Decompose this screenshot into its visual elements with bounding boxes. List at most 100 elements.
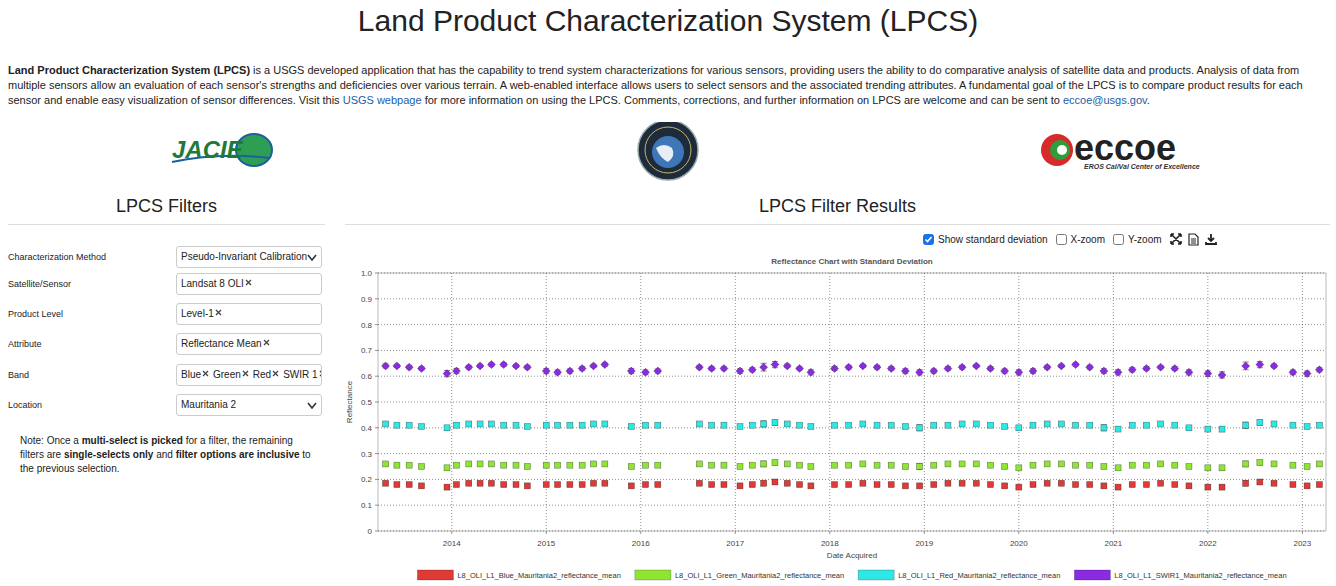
error-bar — [444, 466, 450, 470]
data-point — [902, 483, 908, 489]
tag-list: Landsat 8 OLI — [181, 274, 256, 294]
data-point — [1172, 462, 1178, 468]
data-point — [1129, 422, 1135, 428]
data-point — [721, 422, 727, 428]
data-point — [1043, 363, 1051, 371]
data-point — [1016, 484, 1022, 490]
tag-remove[interactable] — [202, 370, 209, 377]
data-point — [579, 422, 585, 428]
x-tick-label: 2015 — [537, 539, 555, 548]
data-point — [554, 368, 562, 376]
data-point — [807, 368, 815, 376]
data-point — [513, 462, 519, 468]
results-divider — [345, 224, 1330, 225]
tag-remove[interactable] — [272, 370, 279, 377]
data-point — [1316, 482, 1322, 488]
error-bar — [1219, 485, 1225, 489]
data-point — [737, 424, 743, 430]
error-bar — [1257, 361, 1263, 367]
intro-link[interactable]: USGS webpage — [343, 94, 422, 106]
data-point — [523, 363, 531, 371]
intro-link[interactable]: eccoe@usgs.gov — [1063, 94, 1147, 106]
document-icon[interactable] — [1188, 233, 1199, 246]
data-point — [1316, 461, 1322, 467]
filter-select[interactable]: Pseudo-Invariant Calibration — [176, 246, 322, 268]
data-point — [1129, 482, 1135, 488]
x-tick-label: 2018 — [821, 539, 839, 548]
download-icon[interactable] — [1205, 233, 1217, 245]
checkbox[interactable] — [1056, 234, 1067, 245]
tag-remove[interactable] — [245, 279, 252, 286]
y-grid-line — [378, 402, 1326, 403]
data-point — [1257, 460, 1263, 466]
data-point — [873, 363, 881, 371]
select-chevron[interactable] — [307, 254, 317, 262]
tag-remove[interactable] — [319, 370, 322, 377]
legend-swatch — [858, 570, 894, 580]
logos: JACIEeccoeEROS Cal/Val Center of Excelle… — [0, 122, 1336, 186]
filter-multiselect[interactable]: Level-1 — [176, 303, 322, 325]
legend-item[interactable]: L8_OLI_L1_Green_Mauritania2_reflectance_… — [635, 570, 844, 580]
data-point — [1044, 480, 1050, 486]
tag-remove-cross — [320, 371, 322, 376]
data-point — [394, 462, 400, 468]
filter-multiselect[interactable]: Reflectance Mean — [176, 333, 322, 355]
data-point — [874, 482, 880, 488]
data-point — [1172, 482, 1178, 488]
data-point — [1316, 422, 1322, 428]
chart-controls: Show standard deviationX-zoomY-zoom — [923, 232, 1217, 246]
filter-multiselect[interactable]: BlueGreenRedSWIR 1 — [176, 364, 322, 386]
error-bar — [444, 425, 450, 430]
data-point — [860, 421, 866, 427]
select-chevron[interactable] — [307, 402, 317, 410]
filter-multiselect[interactable]: Landsat 8 OLI — [176, 273, 322, 295]
y-tick-mark — [375, 273, 378, 274]
data-point — [1171, 364, 1179, 372]
data-layer — [382, 361, 1324, 491]
data-point — [1101, 425, 1107, 431]
legend-item[interactable]: L8_OLI_L1_Red_Mauritania2_reflectance_me… — [858, 570, 1060, 580]
data-point — [784, 421, 790, 427]
filter-select[interactable]: Mauritania 2 — [176, 394, 322, 416]
fullscreen-icon[interactable] — [1170, 233, 1182, 245]
data-point — [1030, 422, 1036, 428]
tag-remove[interactable] — [215, 309, 222, 316]
data-point — [1073, 462, 1079, 468]
y-grid-line — [378, 298, 1326, 299]
y-grid-line — [378, 531, 1326, 532]
data-point — [917, 483, 923, 489]
data-point — [1290, 482, 1296, 488]
error-bar — [1243, 481, 1249, 486]
data-point — [902, 424, 908, 430]
error-bar — [1243, 422, 1249, 428]
x-tick-label: 2019 — [915, 539, 933, 548]
data-point — [749, 422, 755, 428]
data-point — [944, 364, 952, 372]
filters-divider — [8, 224, 325, 225]
y-grid-line — [378, 376, 1326, 377]
tag-remove[interactable] — [242, 370, 249, 377]
x-tick-label: 2020 — [1010, 539, 1028, 548]
y-tick-label: 0 — [368, 527, 373, 536]
y-tick-label: 0.8 — [361, 321, 373, 330]
eccoe-subtitle: EROS Cal/Val Center of Excellence — [1084, 163, 1200, 170]
legend-item[interactable]: L8_OLI_L1_Blue_Mauritania2_reflectance_m… — [417, 570, 620, 580]
data-point — [628, 483, 634, 489]
data-point — [1114, 368, 1122, 376]
x-axis-label: Date Acquired — [827, 551, 877, 560]
data-point — [986, 364, 994, 372]
data-point — [1186, 464, 1192, 470]
data-point — [696, 480, 702, 486]
checkbox[interactable] — [923, 234, 934, 245]
checkbox-tick — [926, 237, 932, 242]
y-grid-line — [378, 324, 1326, 325]
tag-remove[interactable] — [263, 339, 270, 346]
data-point — [931, 422, 937, 428]
x-tick-label: 2021 — [1104, 539, 1122, 548]
checkbox[interactable] — [1113, 234, 1124, 245]
legend-item[interactable]: L8_OLI_L1_SWIR1_Mauritania2_reflectance_… — [1074, 570, 1286, 580]
data-point — [579, 462, 585, 468]
error-bar — [1257, 420, 1263, 425]
data-point — [1015, 368, 1023, 376]
data-point — [1058, 461, 1064, 467]
